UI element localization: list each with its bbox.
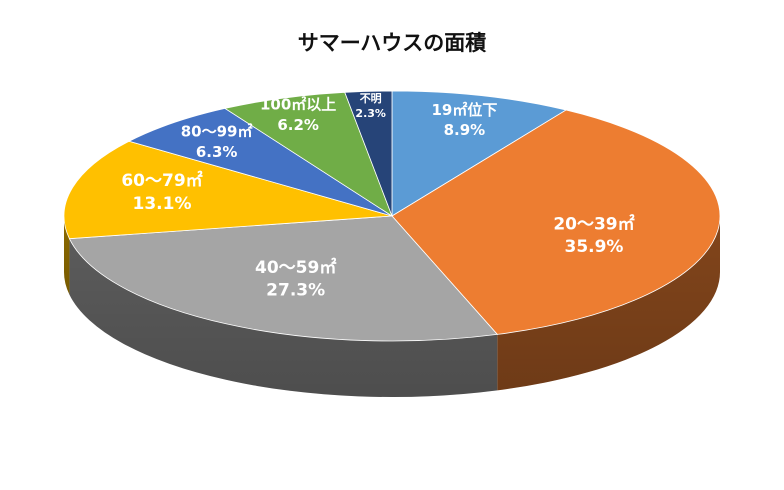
slice-value-2: 27.3% [266,281,325,301]
slice-value-5: 6.2% [277,116,319,134]
slice-6 [344,90,393,217]
slice-value-3: 13.1% [133,194,192,214]
slice-value-1: 35.9% [564,237,623,257]
chart-title: サマーハウスの面積 [298,31,488,55]
pie-top [63,90,721,342]
slice-value-6: 2.3% [355,107,386,120]
slice-side-shade-1 [497,216,720,391]
slice-0 [391,90,568,217]
slice-value-4: 6.3% [196,143,238,161]
slice-label-6: 不明 [360,92,382,105]
slice-side-shade-2 [69,238,498,397]
slice-label-3: 60〜79㎡ [121,170,202,191]
slice-label-0: 19㎡位下 [431,101,497,119]
slice-5 [224,91,393,217]
slice-4 [127,107,393,217]
slice-label-5: 100㎡以上 [260,96,336,114]
slice-2 [68,215,499,342]
slice-label-1: 20〜39㎡ [553,213,634,234]
slice-label-4: 80〜99㎡ [181,123,253,141]
slice-labels: 19㎡位下 8.9% 20〜39㎡ 35.9% 40〜59㎡ 27.3% 60〜79㎡ 13.… [121,92,634,301]
slice-1 [391,109,721,335]
slice-label-2: 40〜59㎡ [255,257,336,278]
slice-3 [63,140,393,240]
slice-value-0: 8.9% [444,121,486,139]
